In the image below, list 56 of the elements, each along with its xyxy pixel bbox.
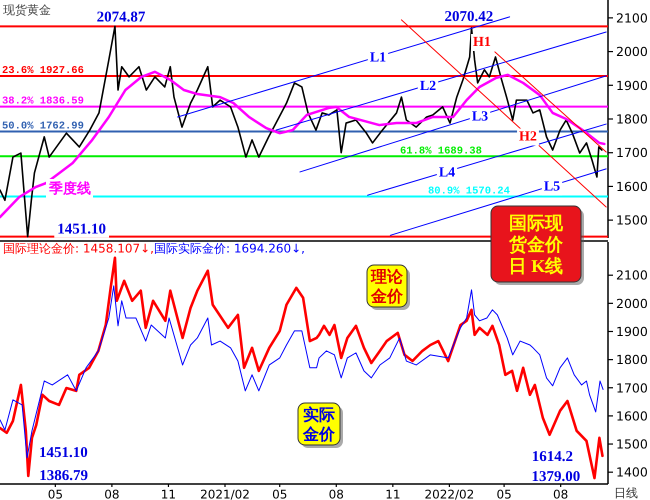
y-tick-label: 1600 [616,408,648,424]
y-tick-label: 2000 [616,44,648,60]
annotation: 理论金价 [370,268,404,306]
series-label: L2 [420,78,436,94]
x-tick-label: 11 [385,488,400,500]
annotation: 实际金价 [302,406,336,444]
x-tick-label: 08 [553,488,568,500]
y-tick-label: 2100 [616,10,648,26]
series-label: H2 [519,130,537,145]
ref-line-label: 61.8% 1689.38 [400,145,482,158]
annotation: 2074.87 [96,9,146,26]
y-tick-label: 1600 [616,178,648,194]
chart-title: 现货黄金 [3,3,51,17]
y-tick-label: 1500 [616,436,648,452]
y-tick-label: 1900 [616,78,648,93]
ref-line-label: 23.6% 1927.66 [2,64,84,77]
annotation: : 1458.107↓, [75,242,154,256]
series-label: L1 [370,50,386,66]
series-label: L4 [438,166,456,181]
y-tick-label: 2000 [616,296,648,311]
x-tick-label: 08 [328,488,344,500]
y-tick-label: 1400 [616,464,648,480]
x-tick-label: 05 [48,488,63,500]
ref-line-label: 38.2% 1836.59 [2,96,84,108]
annotation: 国际现货金价日 K线 [508,212,564,276]
y-tick-label: 1700 [616,145,648,160]
ref-line-label: 50.0% 1762.99 [2,120,84,132]
x-tick-label: 08 [104,488,120,500]
x-tick-label: 11 [160,488,176,500]
text: 国际实际金价 [154,242,226,256]
x-tick-label: 2022/02 [424,488,474,500]
annotation: 1386.79 [39,468,88,484]
y-tick-label: 1800 [616,112,648,126]
y-tick-label: 1500 [616,212,648,228]
y-tick-label: 1700 [616,380,648,396]
text: 日线 [614,486,638,500]
annotation: 1614.2 [532,448,573,465]
series-label: H1 [473,35,491,50]
series-label: L3 [472,109,488,124]
x-tick-label: 05 [496,488,512,500]
x-tick-label: 05 [272,488,288,500]
annotation: : 1694.260↓, [226,242,305,256]
y-tick-label: 1900 [616,324,648,339]
annotation: 1379.00 [531,469,580,486]
annotation: 1451.10 [57,222,106,238]
line-series [0,256,604,480]
ref-line-label: 80.9% 1570.24 [428,185,510,198]
series-label: 季度线 [48,180,91,197]
series-label: L5 [544,180,560,195]
y-tick-label: 1800 [616,352,648,368]
y-tick-label: 2100 [616,268,648,283]
annotation: 1451.10 [39,444,88,461]
x-tick-label: 2021/02 [200,488,250,500]
annotation: 2070.42 [444,8,494,25]
text: 国际理论金价 [3,242,75,256]
line-series [0,25,603,238]
